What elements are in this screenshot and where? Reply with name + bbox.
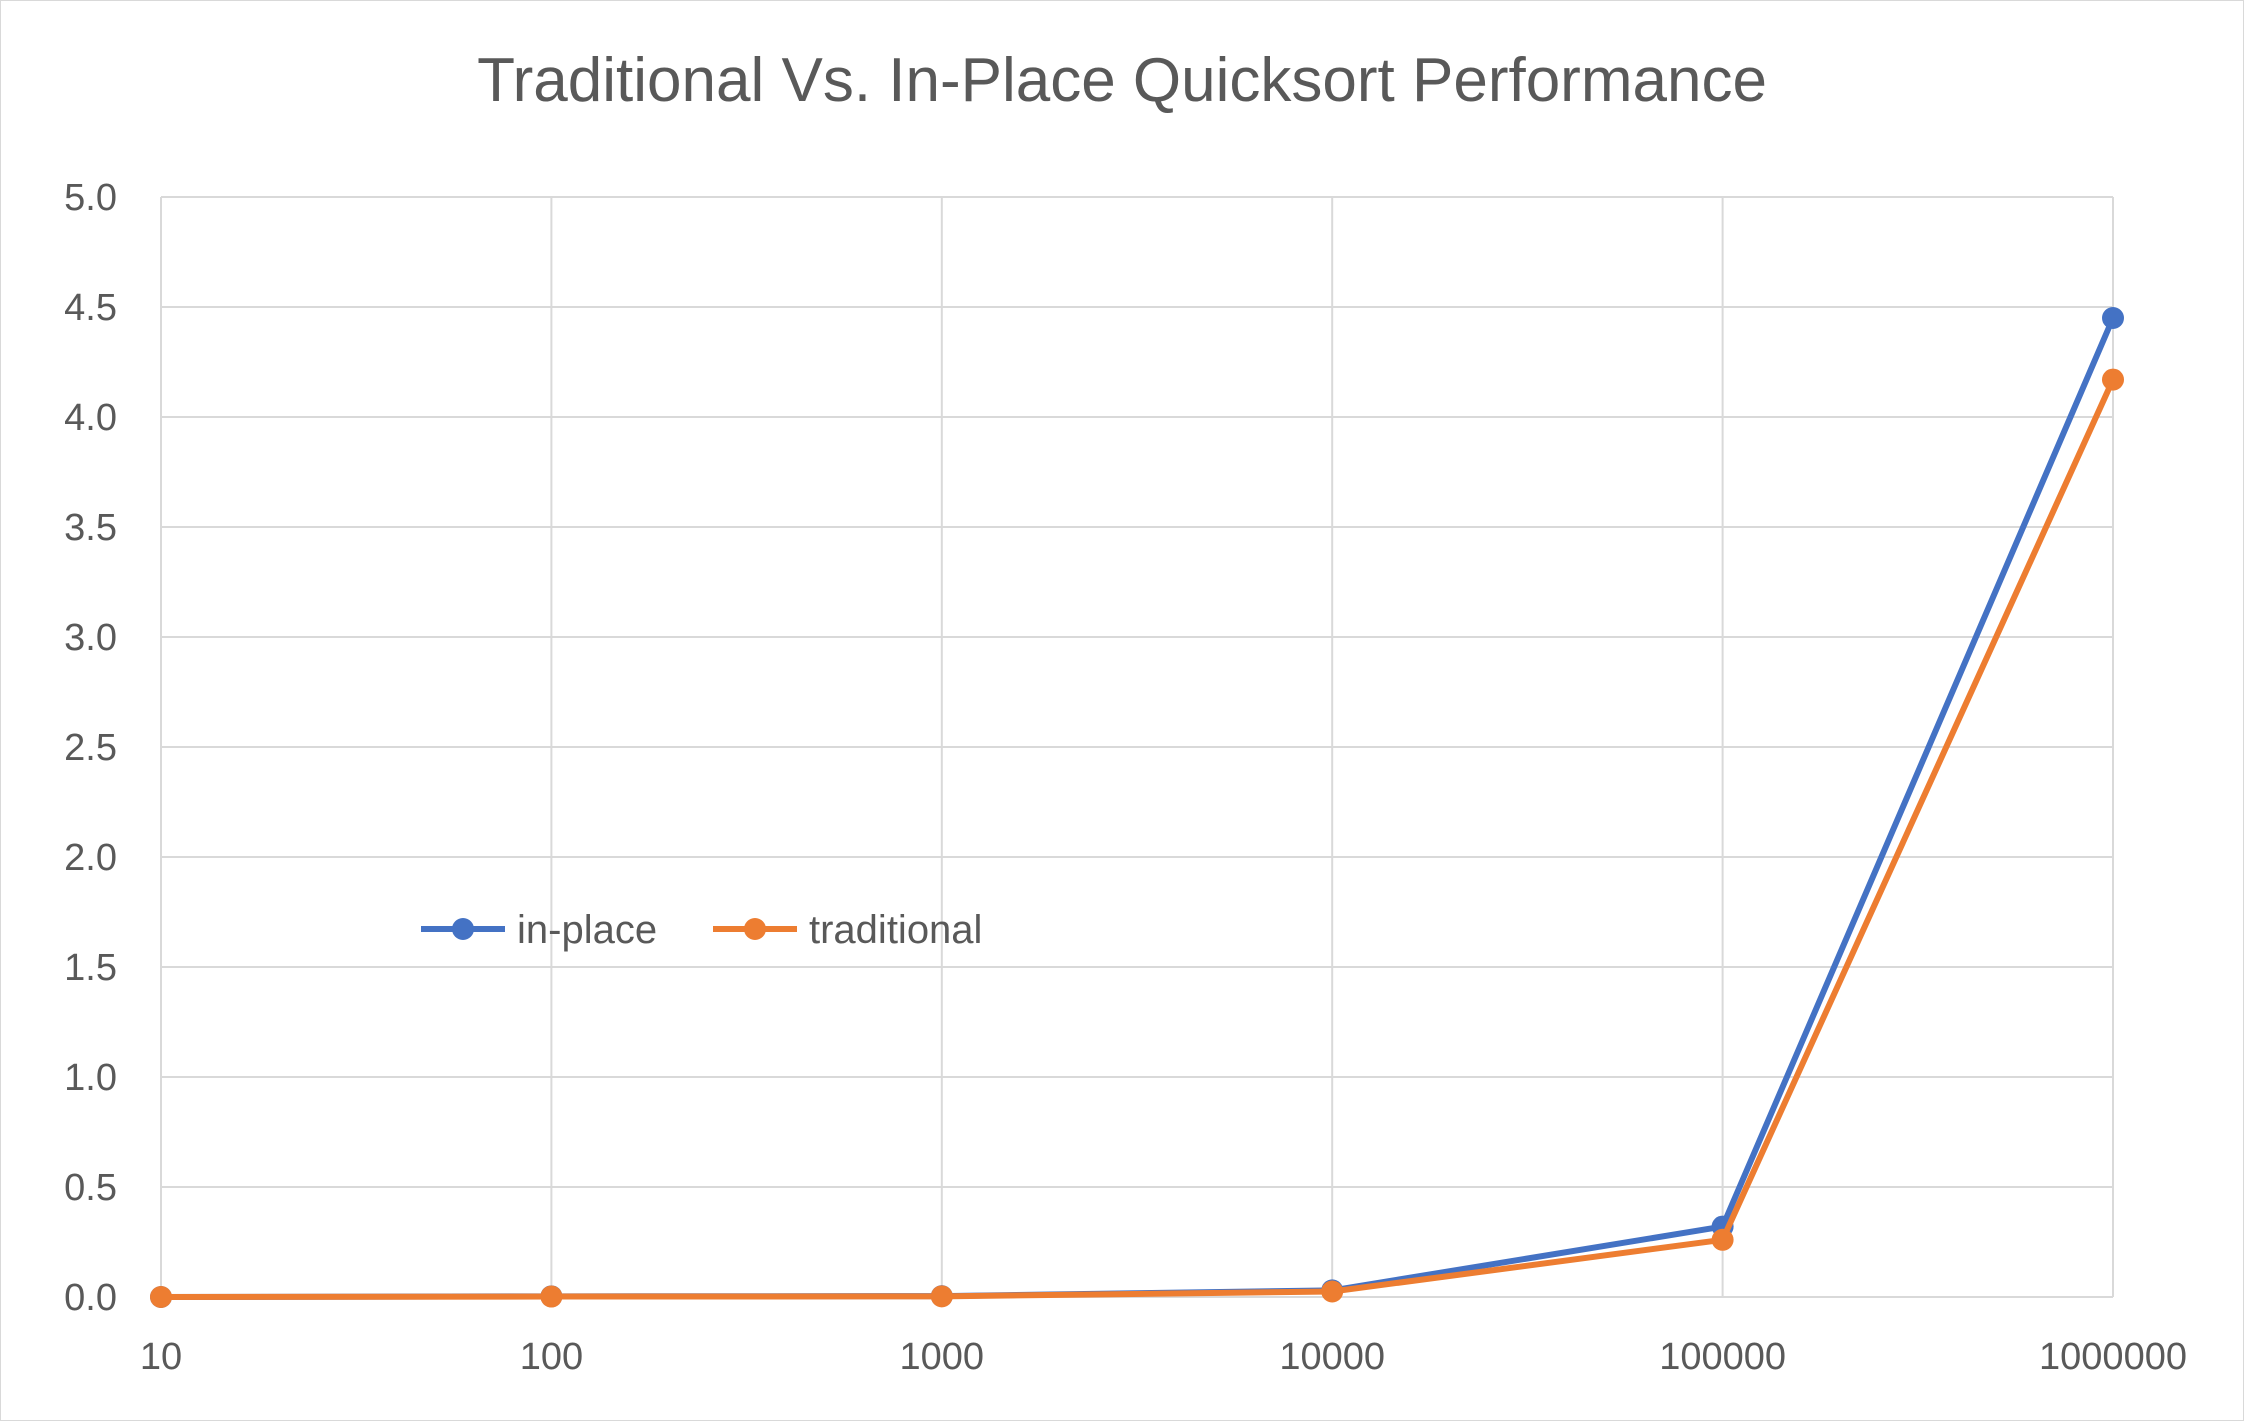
y-axis-tick-labels: 0.0 0.5 1.0 1.5 2.0 2.5 3.0 3.5 4.0 4.5 5.0	[64, 177, 117, 1319]
x-tick-label: 100	[520, 1336, 583, 1378]
legend-swatch-marker	[744, 918, 766, 940]
x-tick-label: 10	[140, 1336, 182, 1378]
x-tick-label: 10000	[1279, 1336, 1385, 1378]
legend-swatch-marker	[452, 918, 474, 940]
data-point	[1711, 1228, 1734, 1251]
data-point	[1321, 1280, 1344, 1303]
legend: in-place traditional	[421, 908, 982, 952]
series-traditional	[150, 368, 2124, 1308]
y-tick-label: 1.0	[64, 1057, 117, 1099]
legend-item-traditional: traditional	[713, 908, 982, 952]
legend-label: in-place	[517, 908, 657, 952]
x-tick-label: 100000	[1659, 1336, 1786, 1378]
y-tick-label: 4.5	[64, 287, 117, 329]
y-tick-label: 4.0	[64, 397, 117, 439]
chart-title: Traditional Vs. In-Place Quicksort Perfo…	[477, 46, 1767, 115]
series-lines	[150, 307, 2124, 1308]
x-axis-tick-labels: 10 100 1000 10000 100000 1000000	[140, 1336, 2187, 1378]
data-point	[540, 1285, 563, 1308]
y-tick-label: 3.0	[64, 617, 117, 659]
y-tick-label: 1.5	[64, 947, 117, 989]
legend-item-in-place: in-place	[421, 908, 657, 952]
gridlines	[160, 196, 2114, 1298]
y-tick-label: 5.0	[64, 177, 117, 219]
data-point	[2102, 307, 2124, 329]
series-in-place	[150, 307, 2124, 1308]
y-tick-label: 0.0	[64, 1277, 117, 1319]
y-tick-label: 3.5	[64, 507, 117, 549]
legend-label: traditional	[809, 908, 982, 952]
y-tick-label: 2.5	[64, 727, 117, 769]
x-tick-label: 1000	[900, 1336, 985, 1378]
x-tick-label: 1000000	[2039, 1336, 2187, 1378]
data-point	[930, 1285, 953, 1308]
data-point	[2102, 368, 2124, 391]
y-tick-label: 0.5	[64, 1167, 117, 1209]
series-line	[158, 315, 2116, 1300]
series-line	[158, 376, 2116, 1300]
data-point	[150, 1286, 172, 1308]
y-tick-label: 2.0	[64, 837, 117, 879]
